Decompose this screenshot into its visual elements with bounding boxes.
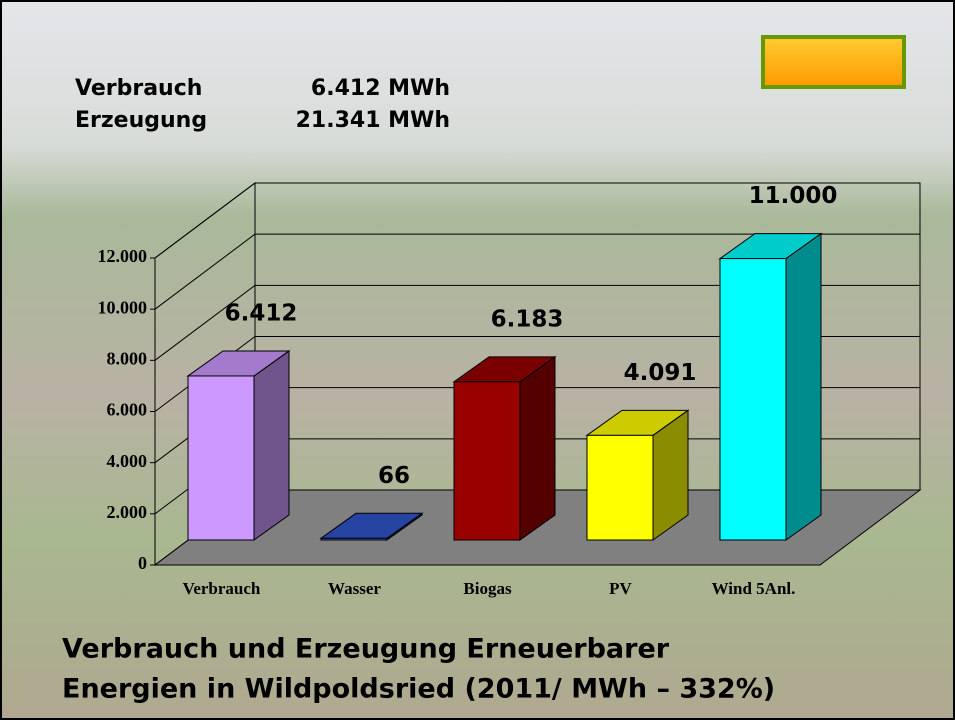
bar — [454, 382, 520, 540]
y-tick-label: 10.000 — [98, 297, 148, 317]
x-tick-label: Wasser — [328, 579, 381, 598]
y-tick-label: 8.000 — [107, 348, 148, 368]
bar-side — [786, 234, 821, 540]
slide: Verbrauch 6.412 MWh Erzeugung 21.341 MWh… — [0, 0, 955, 720]
bar — [321, 538, 387, 540]
value-label: 6.183 — [491, 306, 564, 332]
y-tick-label: 12.000 — [98, 246, 148, 266]
bar — [720, 259, 786, 540]
value-label: 66 — [378, 463, 410, 489]
bar — [188, 376, 254, 540]
annotation-label: Verbrauch — [75, 76, 202, 101]
annotation-label: Erzeugung — [75, 108, 207, 133]
y-tick-label: 2.000 — [107, 502, 148, 522]
y-tick-label: 0 — [138, 553, 147, 573]
badge-box — [763, 37, 904, 87]
bar — [587, 435, 653, 540]
x-tick-label: PV — [609, 579, 632, 598]
annotation-value: 21.341 MWh — [296, 108, 450, 133]
chart-title: Energien in Wildpoldsried (2011/ MWh – 3… — [62, 674, 775, 705]
x-tick-label: Wind 5Anl. — [712, 579, 796, 598]
value-label: 4.091 — [624, 360, 697, 386]
value-label: 11.000 — [749, 183, 838, 209]
y-tick-label: 6.000 — [107, 400, 148, 420]
annotation-value: 6.412 MWh — [311, 76, 450, 101]
bar-side — [520, 357, 555, 540]
x-tick-label: Verbrauch — [183, 579, 261, 598]
chart-title: Verbrauch und Erzeugung Erneuerbarer — [62, 634, 670, 665]
bar-side — [254, 351, 289, 540]
x-tick-label: Biogas — [463, 579, 512, 598]
value-label: 6.412 — [225, 300, 298, 326]
y-tick-label: 4.000 — [107, 451, 148, 471]
